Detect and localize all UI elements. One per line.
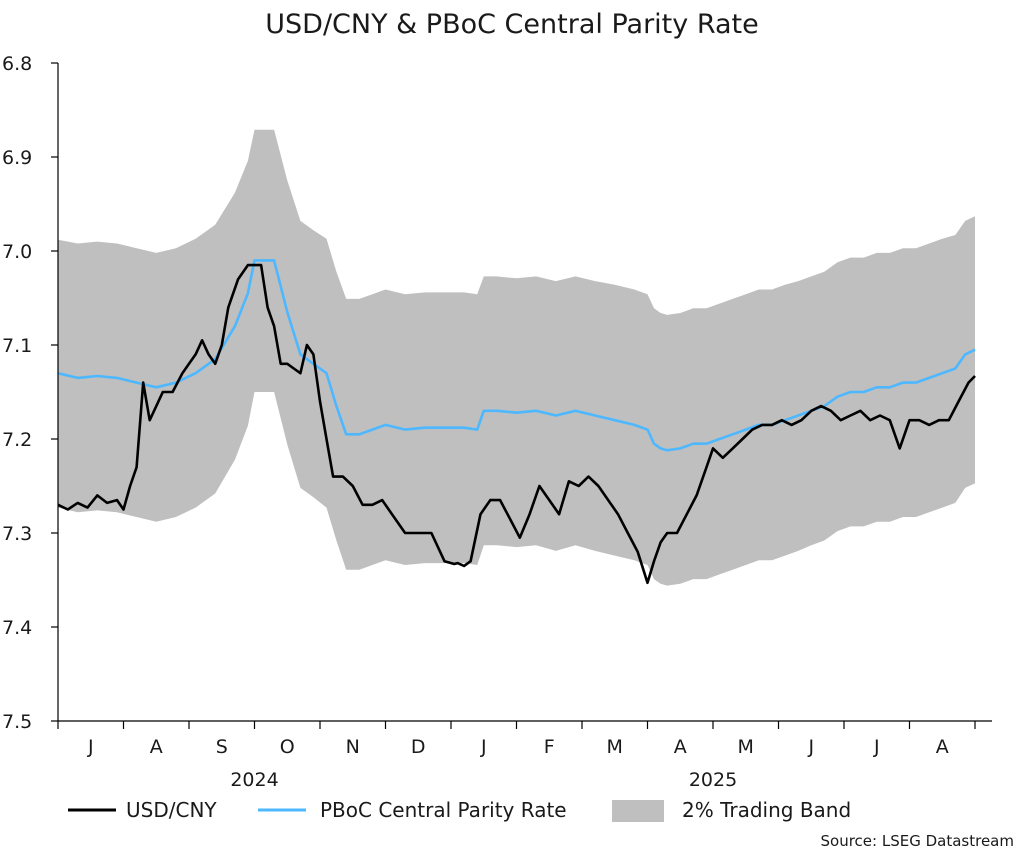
chart-title: USD/CNY & PBoC Central Parity Rate bbox=[265, 9, 758, 40]
trading-band-area bbox=[58, 129, 975, 586]
pboc-central-parity-rate-line bbox=[57, 259, 976, 452]
y-tick-label: 6.9 bbox=[2, 147, 32, 169]
y-tick-label: 6.8 bbox=[2, 53, 32, 75]
legend: USD/CNY PBoC Central Parity Rate 2% Tradin… bbox=[68, 798, 851, 822]
x-year-label: 2024 bbox=[230, 769, 278, 791]
axes-layer: 6.86.97.07.17.27.37.47.5J A S O N D J F M A M J J A20… bbox=[2, 53, 992, 791]
x-tick-label: A bbox=[150, 736, 163, 758]
y-tick-label: 7.0 bbox=[2, 241, 32, 263]
x-tick-label: A bbox=[936, 736, 949, 758]
x-tick-label: J bbox=[873, 736, 880, 758]
y-tick-label: 7.3 bbox=[2, 523, 32, 545]
legend-label-2-trading-band: 2% Trading Band bbox=[682, 798, 851, 822]
x-tick-label: O bbox=[280, 736, 295, 758]
legend-swatch-2-trading-band bbox=[612, 800, 664, 822]
x-tick-label: J bbox=[807, 736, 814, 758]
usd-cny-line bbox=[57, 263, 976, 585]
x-tick-label: J bbox=[480, 736, 487, 758]
series-layer bbox=[57, 259, 976, 585]
source-note: Source: LSEG Datastream bbox=[821, 832, 1014, 850]
y-tick-label: 7.2 bbox=[2, 429, 32, 451]
x-tick-label: S bbox=[216, 736, 228, 758]
x-tick-label: N bbox=[346, 736, 360, 758]
x-year-label: 2025 bbox=[689, 769, 737, 791]
y-tick-label: 7.1 bbox=[2, 335, 32, 357]
y-tick-label: 7.5 bbox=[2, 711, 32, 733]
trading-band-layer bbox=[58, 129, 975, 586]
x-tick-label: D bbox=[411, 736, 426, 758]
x-tick-label: A bbox=[674, 736, 687, 758]
x-tick-label: J bbox=[87, 736, 94, 758]
y-tick-label: 7.4 bbox=[2, 617, 32, 639]
x-tick-label: M bbox=[738, 736, 754, 758]
legend-label-usd-cny: USD/CNY bbox=[126, 798, 217, 822]
x-tick-label: F bbox=[544, 736, 555, 758]
x-tick-label: M bbox=[607, 736, 623, 758]
legend-label-pboc-central-parity-rate: PBoC Central Parity Rate bbox=[320, 798, 567, 822]
